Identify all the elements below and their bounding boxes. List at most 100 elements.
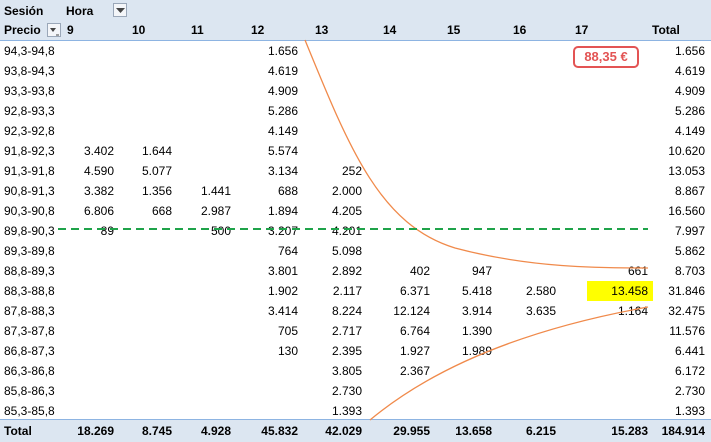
table-cell: 130 bbox=[277, 344, 298, 358]
highlighted-cell: 13.458 bbox=[587, 281, 653, 301]
row-label: 87,8-88,3 bbox=[4, 304, 55, 318]
chevron-down-icon bbox=[116, 8, 125, 13]
table-cell: 3.914 bbox=[461, 304, 492, 318]
table-cell: 1.989 bbox=[461, 344, 492, 358]
table-cell: 500 bbox=[210, 224, 231, 238]
row-label: 91,8-92,3 bbox=[4, 144, 55, 158]
table-cell: 252 bbox=[341, 164, 362, 178]
table-cell: 1.356 bbox=[141, 184, 172, 198]
row-total-cell: 10.620 bbox=[668, 144, 705, 158]
column-header-9: 9 bbox=[67, 23, 74, 37]
table-cell: 5.574 bbox=[267, 144, 298, 158]
table-cell: 1.894 bbox=[267, 204, 298, 218]
row-label: 88,3-88,8 bbox=[4, 284, 55, 298]
table-cell: 2.367 bbox=[399, 364, 430, 378]
row-label: 93,8-94,3 bbox=[4, 64, 55, 78]
hour-filter-dropdown[interactable] bbox=[113, 3, 127, 17]
table-cell: 2.580 bbox=[525, 284, 556, 298]
table-cell: 3.382 bbox=[83, 184, 114, 198]
sort-filter-icon bbox=[50, 28, 59, 36]
table-cell: 947 bbox=[471, 264, 492, 278]
row-label: 85,3-85,8 bbox=[4, 404, 55, 418]
table-row: 92,3-92,8 4.149 4.149 bbox=[0, 121, 711, 141]
row-total-cell: 11.576 bbox=[669, 324, 705, 338]
table-cell: 4.619 bbox=[267, 64, 298, 78]
column-total-cell: 13.658 bbox=[455, 424, 492, 438]
totals-label: Total bbox=[4, 424, 32, 438]
table-cell: 4.149 bbox=[267, 124, 298, 138]
row-total-cell: 5.286 bbox=[674, 104, 705, 118]
row-label: 86,3-86,8 bbox=[4, 364, 55, 378]
table-row: 90,8-91,3 3.382 1.356 1.441 688 2.000 8.867 bbox=[0, 181, 711, 201]
table-cell: 2.730 bbox=[331, 384, 362, 398]
row-total-cell: 2.730 bbox=[674, 384, 705, 398]
row-total-cell: 1.393 bbox=[674, 404, 705, 418]
table-row: 93,8-94,3 4.619 4.619 bbox=[0, 61, 711, 81]
table-cell: 3.414 bbox=[267, 304, 298, 318]
table-cell: 5.286 bbox=[267, 104, 298, 118]
column-total-cell: 8.745 bbox=[141, 424, 172, 438]
row-total-cell: 6.441 bbox=[674, 344, 705, 358]
table-cell: 1.644 bbox=[141, 144, 172, 158]
totals-row: Total 18.269 8.745 4.928 45.832 42.029 29.955 1… bbox=[0, 421, 711, 441]
table-cell: 668 bbox=[151, 204, 172, 218]
row-label: 86,8-87,3 bbox=[4, 344, 55, 358]
table-cell: 688 bbox=[277, 184, 298, 198]
table-cell: 2.717 bbox=[331, 324, 362, 338]
row-total-cell: 8.703 bbox=[674, 264, 705, 278]
row-total-cell: 31.846 bbox=[668, 284, 705, 298]
table-row: 91,3-91,8 4.590 5.077 3.134 252 13.053 bbox=[0, 161, 711, 181]
row-label: 90,3-90,8 bbox=[4, 204, 55, 218]
row-label: 88,8-89,3 bbox=[4, 264, 55, 278]
table-row: 86,3-86,8 3.805 2.367 6.172 bbox=[0, 361, 711, 381]
column-total-cell: 42.029 bbox=[325, 424, 362, 438]
column-header-17: 17 bbox=[575, 23, 589, 37]
table-cell: 705 bbox=[277, 324, 298, 338]
column-header-total: Total bbox=[652, 23, 680, 37]
table-row: 91,8-92,3 3.402 1.644 5.574 10.620 bbox=[0, 141, 711, 161]
table-cell: 3.801 bbox=[267, 264, 298, 278]
table-row: 88,3-88,8 1.902 2.117 6.371 5.418 2.580 13.458… bbox=[0, 281, 711, 301]
row-total-cell: 16.560 bbox=[668, 204, 705, 218]
table-row: 88,8-89,3 3.801 2.892 402 947 661 8.703 bbox=[0, 261, 711, 281]
header-divider bbox=[0, 40, 711, 41]
row-total-cell: 4.619 bbox=[674, 64, 705, 78]
table-row: 94,3-94,8 1.656 1.656 bbox=[0, 41, 711, 61]
clearing-price-badge: 88,35 € bbox=[573, 46, 639, 68]
table-row: 92,8-93,3 5.286 5.286 bbox=[0, 101, 711, 121]
table-cell: 6.371 bbox=[399, 284, 430, 298]
row-total-cell: 6.172 bbox=[674, 364, 705, 378]
row-label: 90,8-91,3 bbox=[4, 184, 55, 198]
table-cell: 1.393 bbox=[331, 404, 362, 418]
table-cell: 5.418 bbox=[461, 284, 492, 298]
table-cell: 1.927 bbox=[399, 344, 430, 358]
table-cell: 6.806 bbox=[83, 204, 114, 218]
column-header-11: 11 bbox=[191, 23, 204, 37]
table-cell: 6.764 bbox=[399, 324, 430, 338]
table-cell: 12.124 bbox=[393, 304, 430, 318]
row-label: 89,8-90,3 bbox=[4, 224, 55, 238]
table-cell: 4.201 bbox=[331, 224, 362, 238]
column-header-12: 12 bbox=[251, 23, 265, 37]
column-header-16: 16 bbox=[513, 23, 527, 37]
column-total-cell: 6.215 bbox=[525, 424, 556, 438]
table-cell: 764 bbox=[277, 244, 298, 258]
table-cell: 2.000 bbox=[331, 184, 362, 198]
table-cell: 3.134 bbox=[267, 164, 298, 178]
price-filter-dropdown[interactable] bbox=[47, 23, 61, 37]
table-cell: 1.390 bbox=[461, 324, 492, 338]
table-row: 86,8-87,3 130 2.395 1.927 1.989 6.441 bbox=[0, 341, 711, 361]
lower-demand-curve bbox=[369, 306, 649, 421]
row-total-cell: 1.656 bbox=[674, 44, 705, 58]
column-total-cell: 15.283 bbox=[611, 424, 648, 438]
table-cell: 2.395 bbox=[331, 344, 362, 358]
upper-supply-curve bbox=[304, 39, 649, 269]
column-total-cell: 45.832 bbox=[261, 424, 298, 438]
row-label: 93,3-93,8 bbox=[4, 84, 55, 98]
row-label: 89,3-89,8 bbox=[4, 244, 55, 258]
table-cell: 5.077 bbox=[141, 164, 172, 178]
table-cell: 2.987 bbox=[200, 204, 231, 218]
table-cell: 89 bbox=[100, 224, 114, 238]
table-row: 89,3-89,8 764 5.098 5.862 bbox=[0, 241, 711, 261]
grand-total-cell: 184.914 bbox=[661, 424, 705, 438]
